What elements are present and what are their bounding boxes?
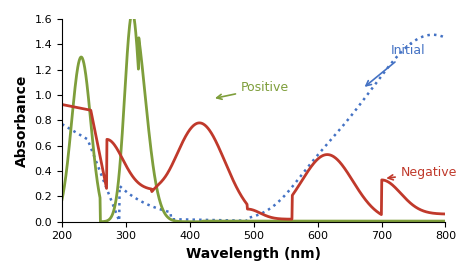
X-axis label: Wavelength (nm): Wavelength (nm) bbox=[186, 247, 321, 261]
Text: Negative: Negative bbox=[388, 166, 457, 180]
Y-axis label: Absorbance: Absorbance bbox=[15, 74, 29, 166]
Text: Positive: Positive bbox=[217, 81, 289, 99]
Text: Initial: Initial bbox=[366, 44, 426, 86]
